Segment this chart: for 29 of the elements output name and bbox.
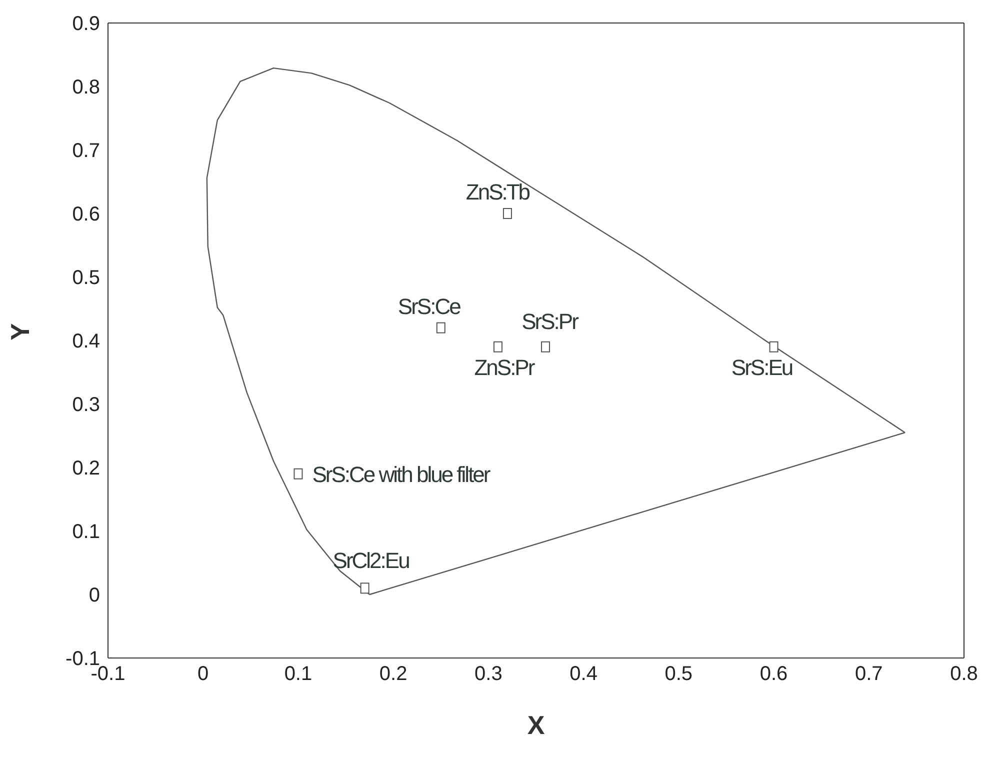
data-label: ZnS:Tb bbox=[466, 180, 530, 204]
data-label: SrS:Ce with blue filter bbox=[312, 462, 490, 487]
y-tick-label: 0.8 bbox=[72, 76, 100, 99]
x-tick-label: 0.4 bbox=[570, 663, 598, 686]
x-tick-label: 0.8 bbox=[950, 663, 978, 686]
data-label: SrS:Ce bbox=[398, 294, 462, 319]
y-tick-label: 0 bbox=[88, 584, 100, 607]
data-label: SrCl2:Eu bbox=[332, 548, 410, 574]
data-label: SrS:Eu bbox=[731, 354, 792, 380]
data-label: ZnS:Pr bbox=[474, 354, 535, 380]
x-axis-title: X bbox=[527, 710, 546, 740]
y-tick-label: 0.5 bbox=[72, 267, 100, 290]
x-tick-label: 0 bbox=[198, 663, 209, 686]
x-tick-label: 0.6 bbox=[760, 663, 788, 686]
y-tick-label: 0.9 bbox=[72, 13, 100, 36]
y-tick-label: 0.4 bbox=[72, 330, 100, 353]
x-tick-label: 0.1 bbox=[284, 663, 312, 686]
y-tick-label: 0.3 bbox=[72, 394, 100, 416]
y-tick-label: 0.7 bbox=[72, 140, 100, 162]
y-tick-label: 0.1 bbox=[72, 521, 100, 544]
y-tick-label: 0.2 bbox=[72, 458, 100, 480]
y-tick-label: -0.1 bbox=[66, 648, 100, 670]
x-tick-label: 0.7 bbox=[854, 663, 883, 686]
x-tick-label: 0.2 bbox=[379, 663, 408, 686]
y-tick-label: 0.6 bbox=[72, 204, 100, 226]
y-axis-title: Y bbox=[5, 323, 36, 340]
x-tick-label: 0.5 bbox=[664, 663, 693, 686]
data-label: SrS:Pr bbox=[522, 308, 579, 334]
x-tick-label: 0.3 bbox=[474, 663, 502, 686]
